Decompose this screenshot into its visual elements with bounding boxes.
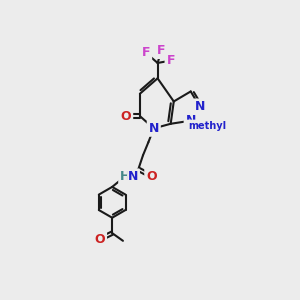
- Text: N: N: [185, 114, 196, 127]
- Text: N: N: [148, 122, 159, 135]
- Text: F: F: [142, 46, 150, 59]
- Text: N: N: [128, 169, 139, 183]
- Text: methyl: methyl: [188, 121, 226, 131]
- Text: O: O: [146, 169, 157, 183]
- Text: H: H: [120, 169, 130, 183]
- Text: F: F: [157, 44, 166, 57]
- Text: N: N: [195, 100, 205, 113]
- Text: O: O: [94, 233, 105, 246]
- Text: O: O: [121, 110, 131, 123]
- Text: F: F: [167, 54, 175, 67]
